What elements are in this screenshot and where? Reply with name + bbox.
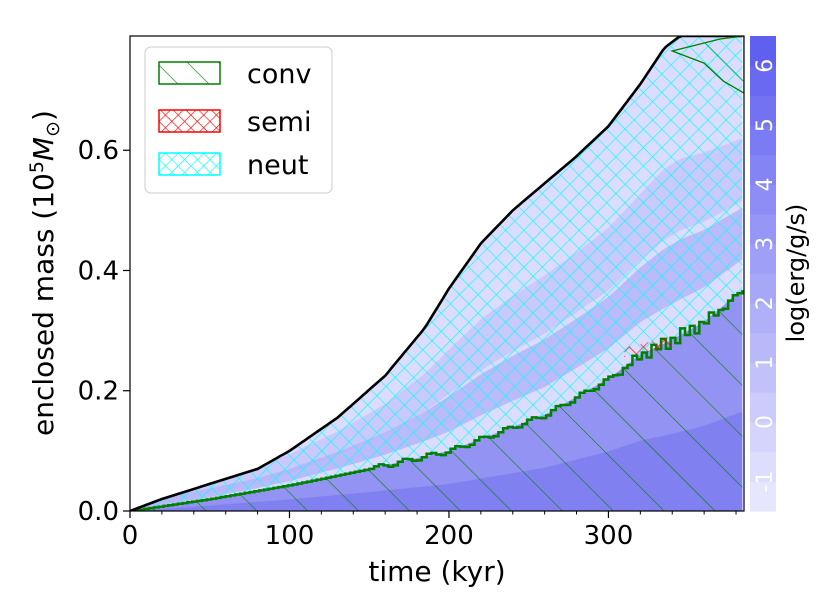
y-tick-label-2: 0.4 (78, 256, 119, 286)
legend-swatch-neut (158, 152, 221, 176)
colorbar-tick-label-4: 3 (753, 237, 778, 251)
legend: conv semi neut (144, 46, 333, 194)
y-tick-label-3: 0.6 (78, 136, 119, 166)
colorbar-tick-label-2: 1 (753, 356, 778, 370)
colorbar-segment (750, 481, 776, 512)
y-axis-label: enclosed mass (105M⊙) (26, 110, 64, 436)
colorbar-segment (750, 303, 776, 334)
colorbar-segment (750, 184, 776, 215)
total-mass-line (130, 36, 743, 511)
legend-label-semi: semi (247, 107, 311, 138)
colorbar-tick-label-0: -1 (753, 470, 778, 492)
colorbar-segment (750, 392, 776, 423)
y-tick-label-0: 0.0 (78, 497, 119, 527)
colorbar-tick-label-7: 6 (753, 59, 778, 73)
x-tick-label-0: 0 (122, 521, 139, 551)
colorbar-tick-label-1: 0 (753, 415, 778, 429)
y-axis: 0.0 0.2 0.4 0.6 (78, 136, 130, 527)
colorbar-segment (750, 154, 776, 185)
colorbar (750, 36, 776, 512)
colorbar-segment (750, 125, 776, 156)
conv-hatch-region (130, 289, 743, 511)
colorbar-segment (750, 421, 776, 453)
colorbar-segment (750, 214, 776, 245)
x-axis: 0 100 200 300 (122, 511, 737, 551)
colorbar-tick-label-3: 2 (753, 296, 778, 310)
legend-label-neut: neut (247, 150, 308, 181)
legend-swatch-conv (158, 61, 221, 85)
colorbar-label: log(erg/g/s) (782, 204, 810, 343)
x-tick-label-2: 200 (424, 521, 474, 551)
colorbar-segment (750, 243, 776, 274)
colorbar-segment (750, 65, 776, 96)
x-axis-label: time (kyr) (368, 555, 505, 588)
colorbar-segment (750, 36, 776, 67)
colorbar-ticks: -1 0 1 2 3 4 5 6 (753, 59, 778, 493)
colorbar-segment (750, 273, 776, 304)
y-tick-label-1: 0.2 (78, 377, 119, 407)
colorbar-tick-label-6: 5 (753, 118, 778, 132)
corner-conv-region (670, 36, 744, 94)
neut-hatch-region (130, 36, 743, 511)
conv-boundary-line (130, 290, 744, 511)
colorbar-segment (750, 95, 776, 126)
plot-area (130, 36, 744, 511)
colorbar-segment (750, 362, 776, 393)
semi-hatch-region (624, 336, 673, 358)
colorbar-segment (750, 451, 776, 482)
x-tick-label-1: 100 (265, 521, 315, 551)
legend-label-conv: conv (247, 59, 311, 90)
x-tick-label-3: 300 (584, 521, 634, 551)
colorbar-segment (750, 332, 776, 364)
colorbar-tick-label-5: 4 (753, 177, 778, 191)
legend-swatch-semi (158, 109, 221, 133)
plot-frame (129, 35, 745, 512)
